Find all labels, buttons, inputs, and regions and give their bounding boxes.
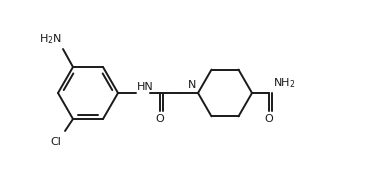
Text: Cl: Cl (50, 137, 61, 147)
Text: N: N (188, 80, 196, 90)
Text: NH$_2$: NH$_2$ (273, 76, 296, 90)
Text: HN: HN (137, 82, 154, 92)
Text: O: O (156, 114, 164, 124)
Text: O: O (265, 114, 273, 124)
Text: H$_2$N: H$_2$N (39, 32, 62, 46)
